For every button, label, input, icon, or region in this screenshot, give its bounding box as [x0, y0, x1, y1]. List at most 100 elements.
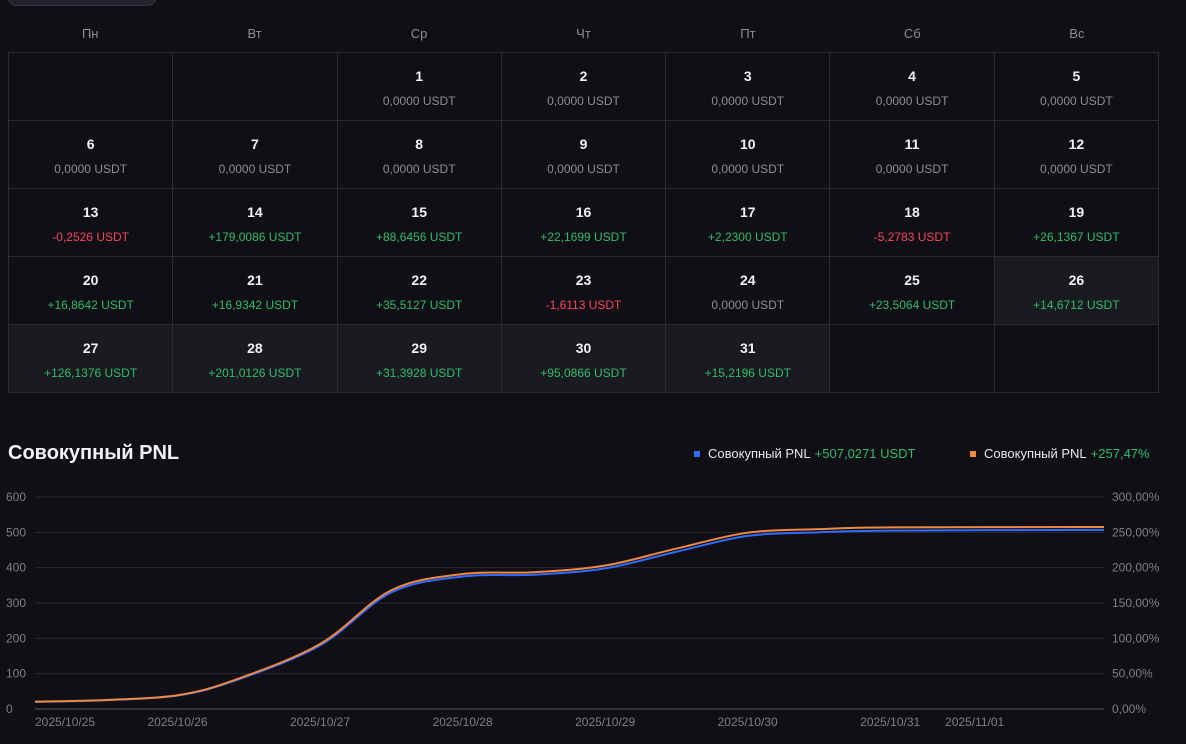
calendar-day-12[interactable]: 12 0,0000 USDT — [994, 121, 1159, 189]
calendar-day-17[interactable]: 17 +2,2300 USDT — [666, 189, 831, 257]
y-right-tick-label: 200,00% — [1112, 561, 1160, 575]
weekday-label: Пн — [81, 26, 99, 41]
calendar-day-2[interactable]: 2 0,0000 USDT — [501, 53, 667, 121]
calendar-day-6[interactable]: 6 0,0000 USDT — [9, 121, 174, 189]
calendar-day-26[interactable]: 26 +14,6712 USDT — [994, 257, 1159, 325]
calendar-day-16[interactable]: 16 +22,1699 USDT — [501, 189, 667, 257]
legend-value-percent: +257,47% — [1090, 446, 1150, 461]
calendar-empty-cell — [830, 325, 995, 393]
day-pnl-value: 0,0000 USDT — [875, 161, 949, 176]
weekday-label: Вт — [247, 26, 262, 41]
day-pnl-value: +31,3928 USDT — [376, 365, 463, 380]
x-tick-label: 2025/10/26 — [148, 715, 208, 729]
day-number: 17 — [739, 203, 756, 220]
calendar-empty-cell — [9, 53, 174, 121]
day-pnl-value: -5,2783 USDT — [873, 229, 951, 244]
calendar-day-31[interactable]: 31 +15,2196 USDT — [666, 325, 831, 393]
calendar-day-8[interactable]: 8 0,0000 USDT — [337, 121, 502, 189]
day-number: 19 — [1068, 203, 1085, 220]
calendar-day-3[interactable]: 3 0,0000 USDT — [666, 53, 831, 121]
y-left-tick-label: 600 — [6, 490, 26, 504]
day-pnl-value: +179,0086 USDT — [208, 229, 302, 244]
calendar-day-29[interactable]: 29 +31,3928 USDT — [337, 325, 502, 393]
calendar-day-22[interactable]: 22 +35,5127 USDT — [337, 257, 502, 325]
calendar-day-7[interactable]: 7 0,0000 USDT — [173, 121, 338, 189]
calendar-day-15[interactable]: 15 +88,6456 USDT — [337, 189, 502, 257]
calendar-day-20[interactable]: 20 +16,8642 USDT — [9, 257, 174, 325]
day-pnl-value: +88,6456 USDT — [376, 229, 463, 244]
calendar-day-27[interactable]: 27 +126,1376 USDT — [9, 325, 174, 393]
day-pnl-value: +23,5064 USDT — [868, 297, 956, 312]
legend-label-percent: Совокупный PNL — [984, 446, 1087, 461]
top-tab-pill[interactable] — [8, 0, 156, 6]
legend-swatch-percent — [970, 450, 976, 457]
legend-item-usdt[interactable]: Совокупный PNL +507,0271 USDT — [694, 446, 916, 461]
day-number: 24 — [739, 271, 756, 288]
calendar-day-5[interactable]: 5 0,0000 USDT — [994, 53, 1159, 121]
day-number: 28 — [247, 339, 263, 356]
weekday-label: Ср — [410, 26, 428, 41]
calendar-day-10[interactable]: 10 0,0000 USDT — [666, 121, 831, 189]
day-number: 5 — [1072, 67, 1081, 84]
calendar-day-28[interactable]: 28 +201,0126 USDT — [173, 325, 338, 393]
day-number: 3 — [743, 67, 752, 84]
y-left-tick-label: 400 — [6, 561, 26, 575]
calendar-day-30[interactable]: 30 +95,0866 USDT — [501, 325, 667, 393]
calendar-day-14[interactable]: 14 +179,0086 USDT — [173, 189, 338, 257]
calendar-day-25[interactable]: 25 +23,5064 USDT — [830, 257, 995, 325]
day-number: 15 — [411, 203, 427, 220]
calendar-day-1[interactable]: 1 0,0000 USDT — [337, 53, 502, 121]
weekday-label: Чт — [576, 26, 591, 41]
day-number: 23 — [575, 271, 592, 288]
pnl-chart-title: Совокупный PNL — [8, 442, 180, 464]
y-right-tick-label: 250,00% — [1112, 525, 1160, 539]
legend-item-percent[interactable]: Совокупный PNL +257,47% — [970, 446, 1150, 461]
day-number: 1 — [415, 67, 424, 84]
day-number: 6 — [86, 135, 95, 152]
day-number: 16 — [575, 203, 592, 220]
calendar-day-24[interactable]: 24 0,0000 USDT — [666, 257, 831, 325]
day-pnl-value: 0,0000 USDT — [875, 93, 949, 108]
weekday-label: Вс — [1069, 26, 1085, 41]
day-number: 29 — [411, 339, 427, 356]
calendar-day-4[interactable]: 4 0,0000 USDT — [830, 53, 995, 121]
day-pnl-value: 0,0000 USDT — [382, 93, 456, 108]
calendar-day-21[interactable]: 21 +16,9342 USDT — [173, 257, 338, 325]
y-left-tick-label: 0 — [6, 702, 13, 716]
day-pnl-value: +14,6712 USDT — [1033, 297, 1120, 312]
calendar-day-19[interactable]: 19 +26,1367 USDT — [994, 189, 1159, 257]
y-left-tick-label: 200 — [6, 631, 26, 645]
weekday-label: Пт — [740, 26, 756, 41]
day-pnl-value: 0,0000 USDT — [1040, 93, 1113, 108]
y-right-tick-label: 0,00% — [1112, 702, 1146, 716]
day-pnl-value: +15,2196 USDT — [704, 365, 791, 380]
day-pnl-value: -1,6113 USDT — [545, 297, 622, 312]
calendar-day-9[interactable]: 9 0,0000 USDT — [501, 121, 667, 189]
day-number: 9 — [579, 135, 588, 152]
y-left-tick-label: 500 — [6, 525, 26, 539]
day-number: 7 — [251, 135, 259, 152]
day-number: 18 — [904, 203, 920, 220]
series-line-percent — [34, 526, 1105, 703]
day-number: 25 — [904, 271, 920, 288]
calendar-day-23[interactable]: 23 -1,6113 USDT — [501, 257, 667, 325]
day-pnl-value: 0,0000 USDT — [547, 93, 620, 108]
calendar-day-13[interactable]: 13 -0,2526 USDT — [9, 189, 174, 257]
day-pnl-value: 0,0000 USDT — [547, 161, 620, 176]
legend-value-usdt: +507,0271 USDT — [814, 446, 916, 461]
day-number: 4 — [908, 67, 916, 84]
x-tick-label: 2025/10/31 — [860, 715, 920, 729]
day-number: 20 — [82, 271, 99, 288]
pnl-calendar: 1 0,0000 USDT 2 0,0000 USDT 3 0,0000 USDT 4 0,0… — [8, 52, 1159, 393]
day-pnl-value: +201,0126 USDT — [208, 365, 302, 380]
legend-label-usdt: Совокупный PNL — [708, 446, 811, 461]
day-number: 30 — [575, 339, 592, 356]
day-pnl-value: 0,0000 USDT — [1040, 161, 1113, 176]
calendar-day-18[interactable]: 18 -5,2783 USDT — [830, 189, 995, 257]
day-pnl-value: 0,0000 USDT — [711, 297, 785, 312]
day-number: 14 — [247, 203, 263, 220]
x-tick-label: 2025/10/27 — [290, 715, 350, 729]
day-pnl-value: +35,5127 USDT — [376, 297, 463, 312]
calendar-day-11[interactable]: 11 0,0000 USDT — [830, 121, 995, 189]
day-number: 26 — [1068, 271, 1085, 288]
